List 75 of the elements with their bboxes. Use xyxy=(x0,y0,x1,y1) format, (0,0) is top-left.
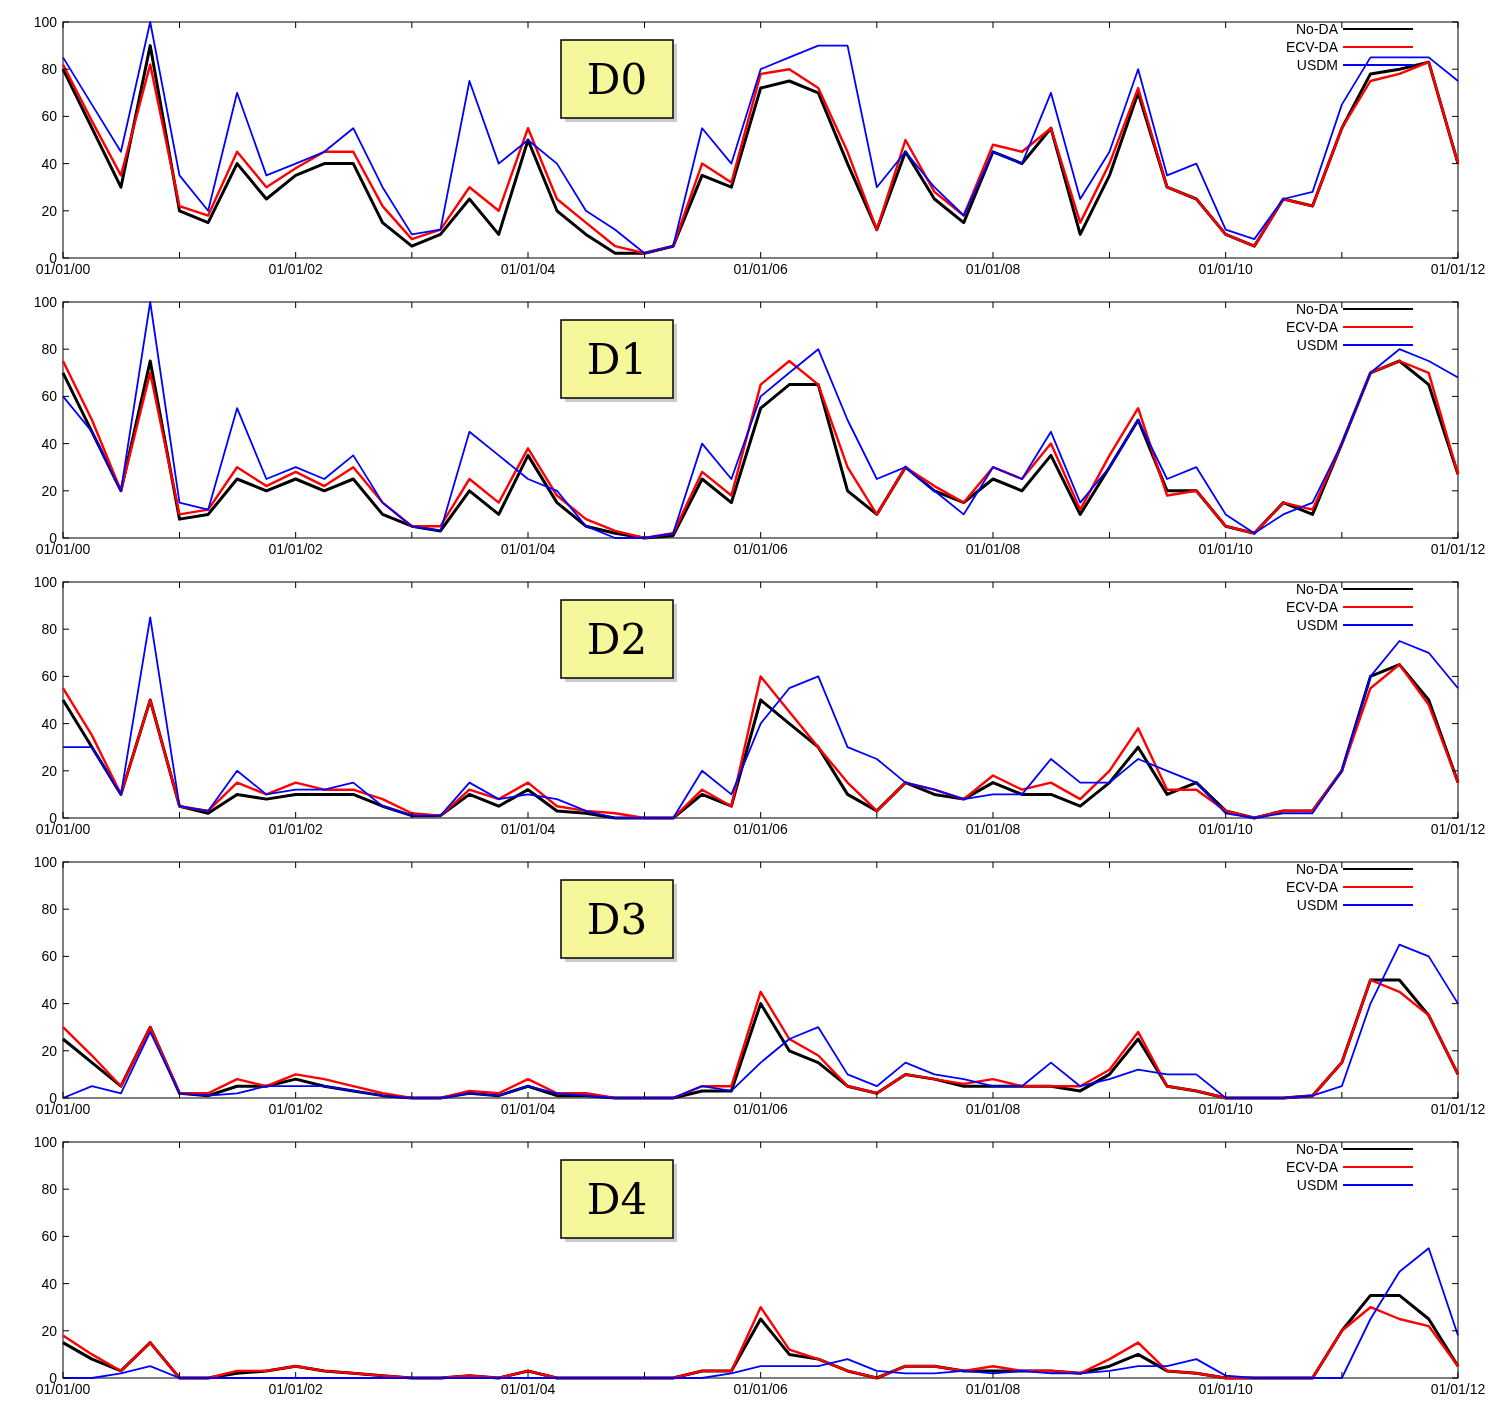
y-tick-label: 100 xyxy=(33,854,58,870)
y-tick-label: 60 xyxy=(41,668,58,685)
x-tick-label: 01/01/10 xyxy=(1198,1101,1254,1117)
x-tick-label: 01/01/10 xyxy=(1198,541,1254,557)
y-tick-label: 80 xyxy=(41,61,58,78)
y-tick-label: 80 xyxy=(41,901,58,918)
y-tick-label: 100 xyxy=(33,14,58,30)
annotation: D0 xyxy=(586,55,648,104)
x-tick-label: 01/01/04 xyxy=(500,1381,556,1397)
y-tick-label: 20 xyxy=(41,762,58,779)
x-tick-label: 01/01/08 xyxy=(965,1381,1021,1397)
x-tick-label: 01/01/08 xyxy=(965,261,1021,277)
legend-label: USDM xyxy=(1296,897,1338,913)
legend-label: No-DA xyxy=(1295,1141,1339,1157)
y-tick-label: 40 xyxy=(41,435,58,452)
x-tick-label: 01/01/06 xyxy=(733,1101,789,1117)
legend-label: No-DA xyxy=(1295,581,1339,597)
annotation: D1 xyxy=(586,335,648,384)
x-tick-label: 01/01/02 xyxy=(268,261,324,277)
y-tick-label: 60 xyxy=(41,1228,58,1245)
y-tick-label: 100 xyxy=(33,574,58,590)
legend-label: No-DA xyxy=(1295,21,1339,37)
legend-label: ECV-DA xyxy=(1285,39,1339,55)
x-tick-label: 01/01/12 xyxy=(1430,821,1486,837)
x-tick-label: 01/01/10 xyxy=(1198,1381,1254,1397)
x-tick-label: 01/01/04 xyxy=(500,1101,556,1117)
annotation: D3 xyxy=(586,895,648,944)
x-tick-label: 01/01/02 xyxy=(268,1101,324,1117)
legend-label: ECV-DA xyxy=(1285,879,1339,895)
x-tick-label: 01/01/10 xyxy=(1198,261,1254,277)
y-tick-label: 100 xyxy=(33,1134,58,1150)
legend-label: No-DA xyxy=(1295,301,1339,317)
y-tick-label: 40 xyxy=(41,715,58,732)
y-tick-label: 20 xyxy=(41,1042,58,1059)
legend-label: USDM xyxy=(1296,57,1338,73)
y-tick-label: 20 xyxy=(41,482,58,499)
x-tick-label: 01/01/12 xyxy=(1430,1381,1486,1397)
x-tick-label: 01/01/04 xyxy=(500,261,556,277)
y-tick-label: 40 xyxy=(41,1275,58,1292)
x-tick-label: 01/01/06 xyxy=(733,821,789,837)
x-tick-label: 01/01/08 xyxy=(965,821,1021,837)
x-tick-label: 01/01/06 xyxy=(733,1381,789,1397)
legend-label: USDM xyxy=(1296,617,1338,633)
y-tick-label: 40 xyxy=(41,155,58,172)
legend-label: ECV-DA xyxy=(1285,319,1339,335)
x-tick-label: 01/01/04 xyxy=(500,821,556,837)
legend-label: No-DA xyxy=(1295,861,1339,877)
annotation: D2 xyxy=(586,615,648,664)
annotation: D4 xyxy=(586,1175,648,1224)
x-tick-label: 01/01/12 xyxy=(1430,541,1486,557)
y-tick-label: 80 xyxy=(41,1181,58,1198)
y-tick-label: 80 xyxy=(41,341,58,358)
x-tick-label: 01/01/02 xyxy=(268,1381,324,1397)
y-tick-label: 20 xyxy=(41,202,58,219)
legend-label: ECV-DA xyxy=(1285,599,1339,615)
x-tick-label: 01/01/02 xyxy=(268,821,324,837)
y-tick-label: 20 xyxy=(41,1322,58,1339)
x-tick-label: 01/01/10 xyxy=(1198,821,1254,837)
x-tick-label: 01/01/12 xyxy=(1430,1101,1486,1117)
y-tick-label: 100 xyxy=(33,294,58,310)
y-tick-label: 60 xyxy=(41,108,58,125)
x-tick-label: 01/01/08 xyxy=(965,541,1021,557)
y-tick-label: 60 xyxy=(41,948,58,965)
x-tick-label: 01/01/06 xyxy=(733,261,789,277)
x-tick-label: 01/01/08 xyxy=(965,1101,1021,1117)
legend-label: USDM xyxy=(1296,1177,1338,1193)
legend-label: USDM xyxy=(1296,337,1338,353)
legend-label: ECV-DA xyxy=(1285,1159,1339,1175)
x-tick-label: 01/01/12 xyxy=(1430,261,1486,277)
x-tick-label: 01/01/02 xyxy=(268,541,324,557)
y-tick-label: 80 xyxy=(41,621,58,638)
x-tick-label: 01/01/04 xyxy=(500,541,556,557)
y-tick-label: 40 xyxy=(41,995,58,1012)
y-tick-label: 60 xyxy=(41,388,58,405)
x-tick-label: 01/01/06 xyxy=(733,541,789,557)
